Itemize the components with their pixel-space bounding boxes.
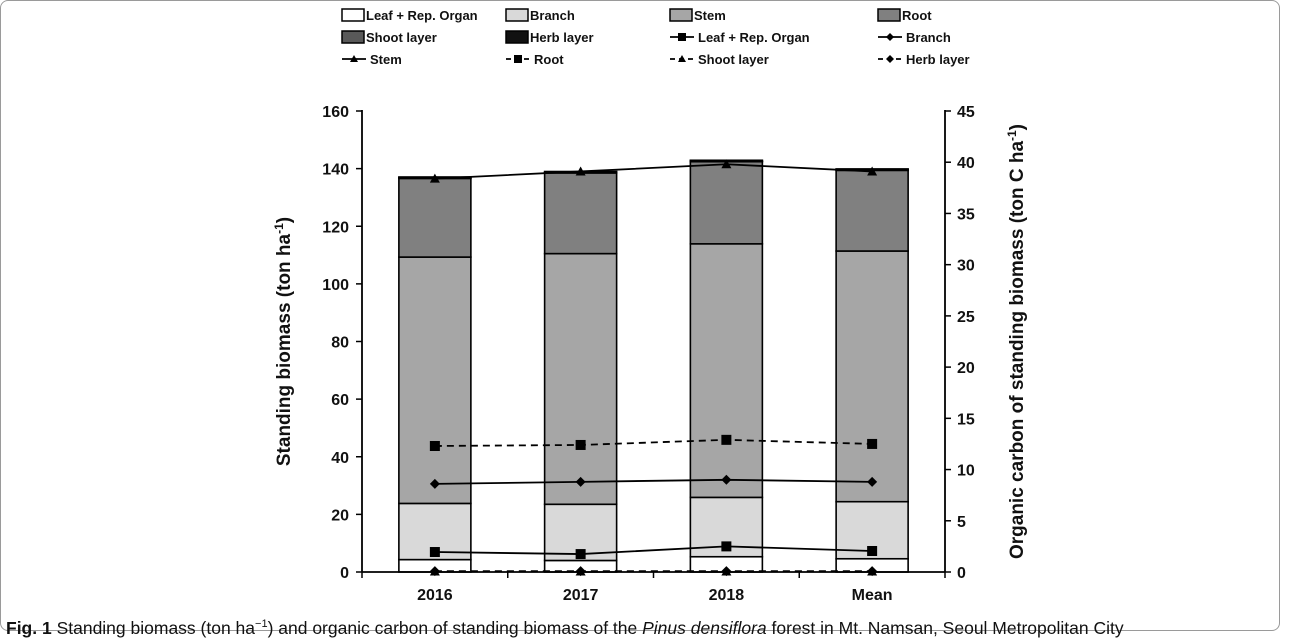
marker-root-dashed-2016 — [429, 440, 440, 451]
legend-bar-leaf-rep-organ-label: Leaf + Rep. Organ — [366, 8, 478, 23]
y2-tick-label-25: 25 — [957, 309, 975, 326]
legend-bar-leaf-rep-organ-swatch — [341, 8, 365, 22]
caption-text-2: ) and organic carbon of standing biomass… — [267, 617, 643, 638]
marker-stem-2018 — [721, 159, 732, 169]
figure-caption: Fig. 1 Standing biomass (ton ha−1) and o… — [6, 614, 1124, 638]
legend-bar-shoot-layer-swatch — [341, 30, 365, 44]
legend-line-leaf-rep-organ-label: Leaf + Rep. Organ — [698, 30, 810, 45]
legend-bar-stem-label: Stem — [694, 8, 726, 23]
legend-bar-herb-layer-swatch — [505, 30, 529, 44]
y-tick-label-0: 0 — [340, 565, 349, 582]
y2-tick-label-0: 0 — [957, 565, 966, 582]
marker-stem-2016 — [429, 173, 440, 183]
y2-axis-title: Organic carbon of standing biomass (ton … — [1005, 124, 1028, 559]
legend-line-shoot-layer-dashed-label: Shoot layer — [698, 52, 769, 67]
marker-stem-2017 — [575, 166, 586, 176]
y2-axis-title-close: ) — [1007, 124, 1028, 130]
caption-species: Pinus densiflora — [642, 617, 767, 638]
legend-line-shoot-layer-dashed-marker — [678, 55, 686, 62]
bar-stem-2016 — [398, 256, 472, 505]
legend-bar-herb-layer-label: Herb layer — [530, 30, 594, 45]
y-tick-label-60: 60 — [331, 392, 349, 409]
marker-stem-mean — [867, 166, 878, 176]
legend-bar-branch-label: Branch — [530, 8, 575, 23]
bar-stem-mean — [835, 250, 909, 503]
legend-bar-stem-swatch — [669, 8, 693, 22]
x-tick-label-2017: 2017 — [563, 587, 599, 604]
legend-line-stem-marker — [350, 55, 358, 62]
y2-tick-label-35: 35 — [957, 206, 975, 223]
y-tick-label-160: 160 — [322, 104, 349, 121]
bar-root-2016 — [398, 177, 472, 258]
bar-root-2017 — [543, 172, 618, 255]
caption-unit-exponent: −1 — [255, 618, 268, 630]
bar-root-2018 — [689, 160, 764, 245]
y2-axis-title-exponent: -1 — [1005, 130, 1019, 141]
bar-stem-2018 — [689, 243, 764, 499]
x-tick-label-2016: 2016 — [417, 587, 453, 604]
marker-branch-2018 — [721, 474, 732, 485]
y-axis-title-close: ) — [274, 217, 295, 223]
line-stem — [434, 163, 873, 180]
x-tick-label-mean: Mean — [852, 587, 893, 604]
marker-root-dashed-2018 — [721, 434, 732, 445]
y2-tick-label-20: 20 — [957, 360, 975, 377]
y-tick-label-120: 120 — [322, 219, 349, 236]
legend-line-root-dashed-marker — [514, 55, 522, 63]
legend-line-leaf-rep-organ-marker — [678, 33, 686, 41]
marker-leaf-rep-organ-2018 — [721, 541, 732, 552]
marker-root-dashed-mean — [867, 438, 878, 449]
marker-leaf-rep-organ-mean — [867, 545, 878, 556]
y-axis-title: Standing biomass (ton ha-1) — [272, 217, 295, 466]
legend-bar-branch-swatch — [505, 8, 529, 22]
y2-tick-label-30: 30 — [957, 258, 975, 275]
legend-bar-shoot-layer-label: Shoot layer — [366, 30, 437, 45]
legend-line-branch-label: Branch — [906, 30, 951, 45]
y2-tick-label-40: 40 — [957, 155, 975, 172]
marker-root-dashed-2017 — [575, 439, 586, 450]
marker-leaf-rep-organ-2017 — [575, 549, 586, 560]
legend-line-root-dashed-label: Root — [534, 52, 564, 67]
y-tick-label-40: 40 — [331, 450, 349, 467]
y2-tick-label-5: 5 — [957, 514, 966, 531]
y-tick-label-140: 140 — [322, 162, 349, 179]
line-leaf-rep-organ — [434, 545, 873, 555]
y2-tick-label-15: 15 — [957, 411, 975, 428]
y-tick-label-100: 100 — [322, 277, 349, 294]
marker-branch-mean — [867, 476, 878, 487]
figure-frame — [0, 0, 1280, 631]
y-axis-title-main: Standing biomass (ton ha — [274, 233, 295, 466]
y2-tick-label-45: 45 — [957, 104, 975, 121]
y2-axis-title-main: Organic carbon of standing biomass (ton … — [1007, 141, 1028, 559]
legend-line-herb-layer-dashed-marker — [886, 55, 894, 63]
marker-leaf-rep-organ-2016 — [429, 547, 440, 558]
x-tick-label-2018: 2018 — [709, 587, 745, 604]
y2-tick-label-10: 10 — [957, 463, 975, 480]
legend-bar-root-swatch — [877, 8, 901, 22]
legend-line-stem-label: Stem — [370, 52, 402, 67]
y-tick-label-80: 80 — [331, 335, 349, 352]
y-axis-title-exponent: -1 — [272, 223, 286, 234]
bar-stem-2017 — [543, 252, 618, 506]
stacked-bar-line-chart: 0 20 40 60 80 100 120 140 160 0 5 10 15 20 25 30 35 40 45 2… — [272, 8, 1028, 604]
line-branch — [434, 478, 873, 485]
bar-root-mean — [835, 169, 909, 252]
caption-text-3: forest in Mt. Namsan, Seoul Metropolitan… — [766, 617, 1124, 638]
marker-branch-2016 — [429, 478, 440, 489]
legend-line-branch-marker — [886, 33, 894, 41]
y-tick-label-20: 20 — [331, 507, 349, 524]
marker-branch-2017 — [575, 476, 586, 487]
figure-label: Fig. 1 — [6, 617, 52, 638]
legend-bar-root-label: Root — [902, 8, 932, 23]
line-root-dashed — [434, 438, 873, 447]
legend-line-herb-layer-dashed-label: Herb layer — [906, 52, 970, 67]
caption-text-1: Standing biomass (ton ha — [51, 617, 256, 638]
